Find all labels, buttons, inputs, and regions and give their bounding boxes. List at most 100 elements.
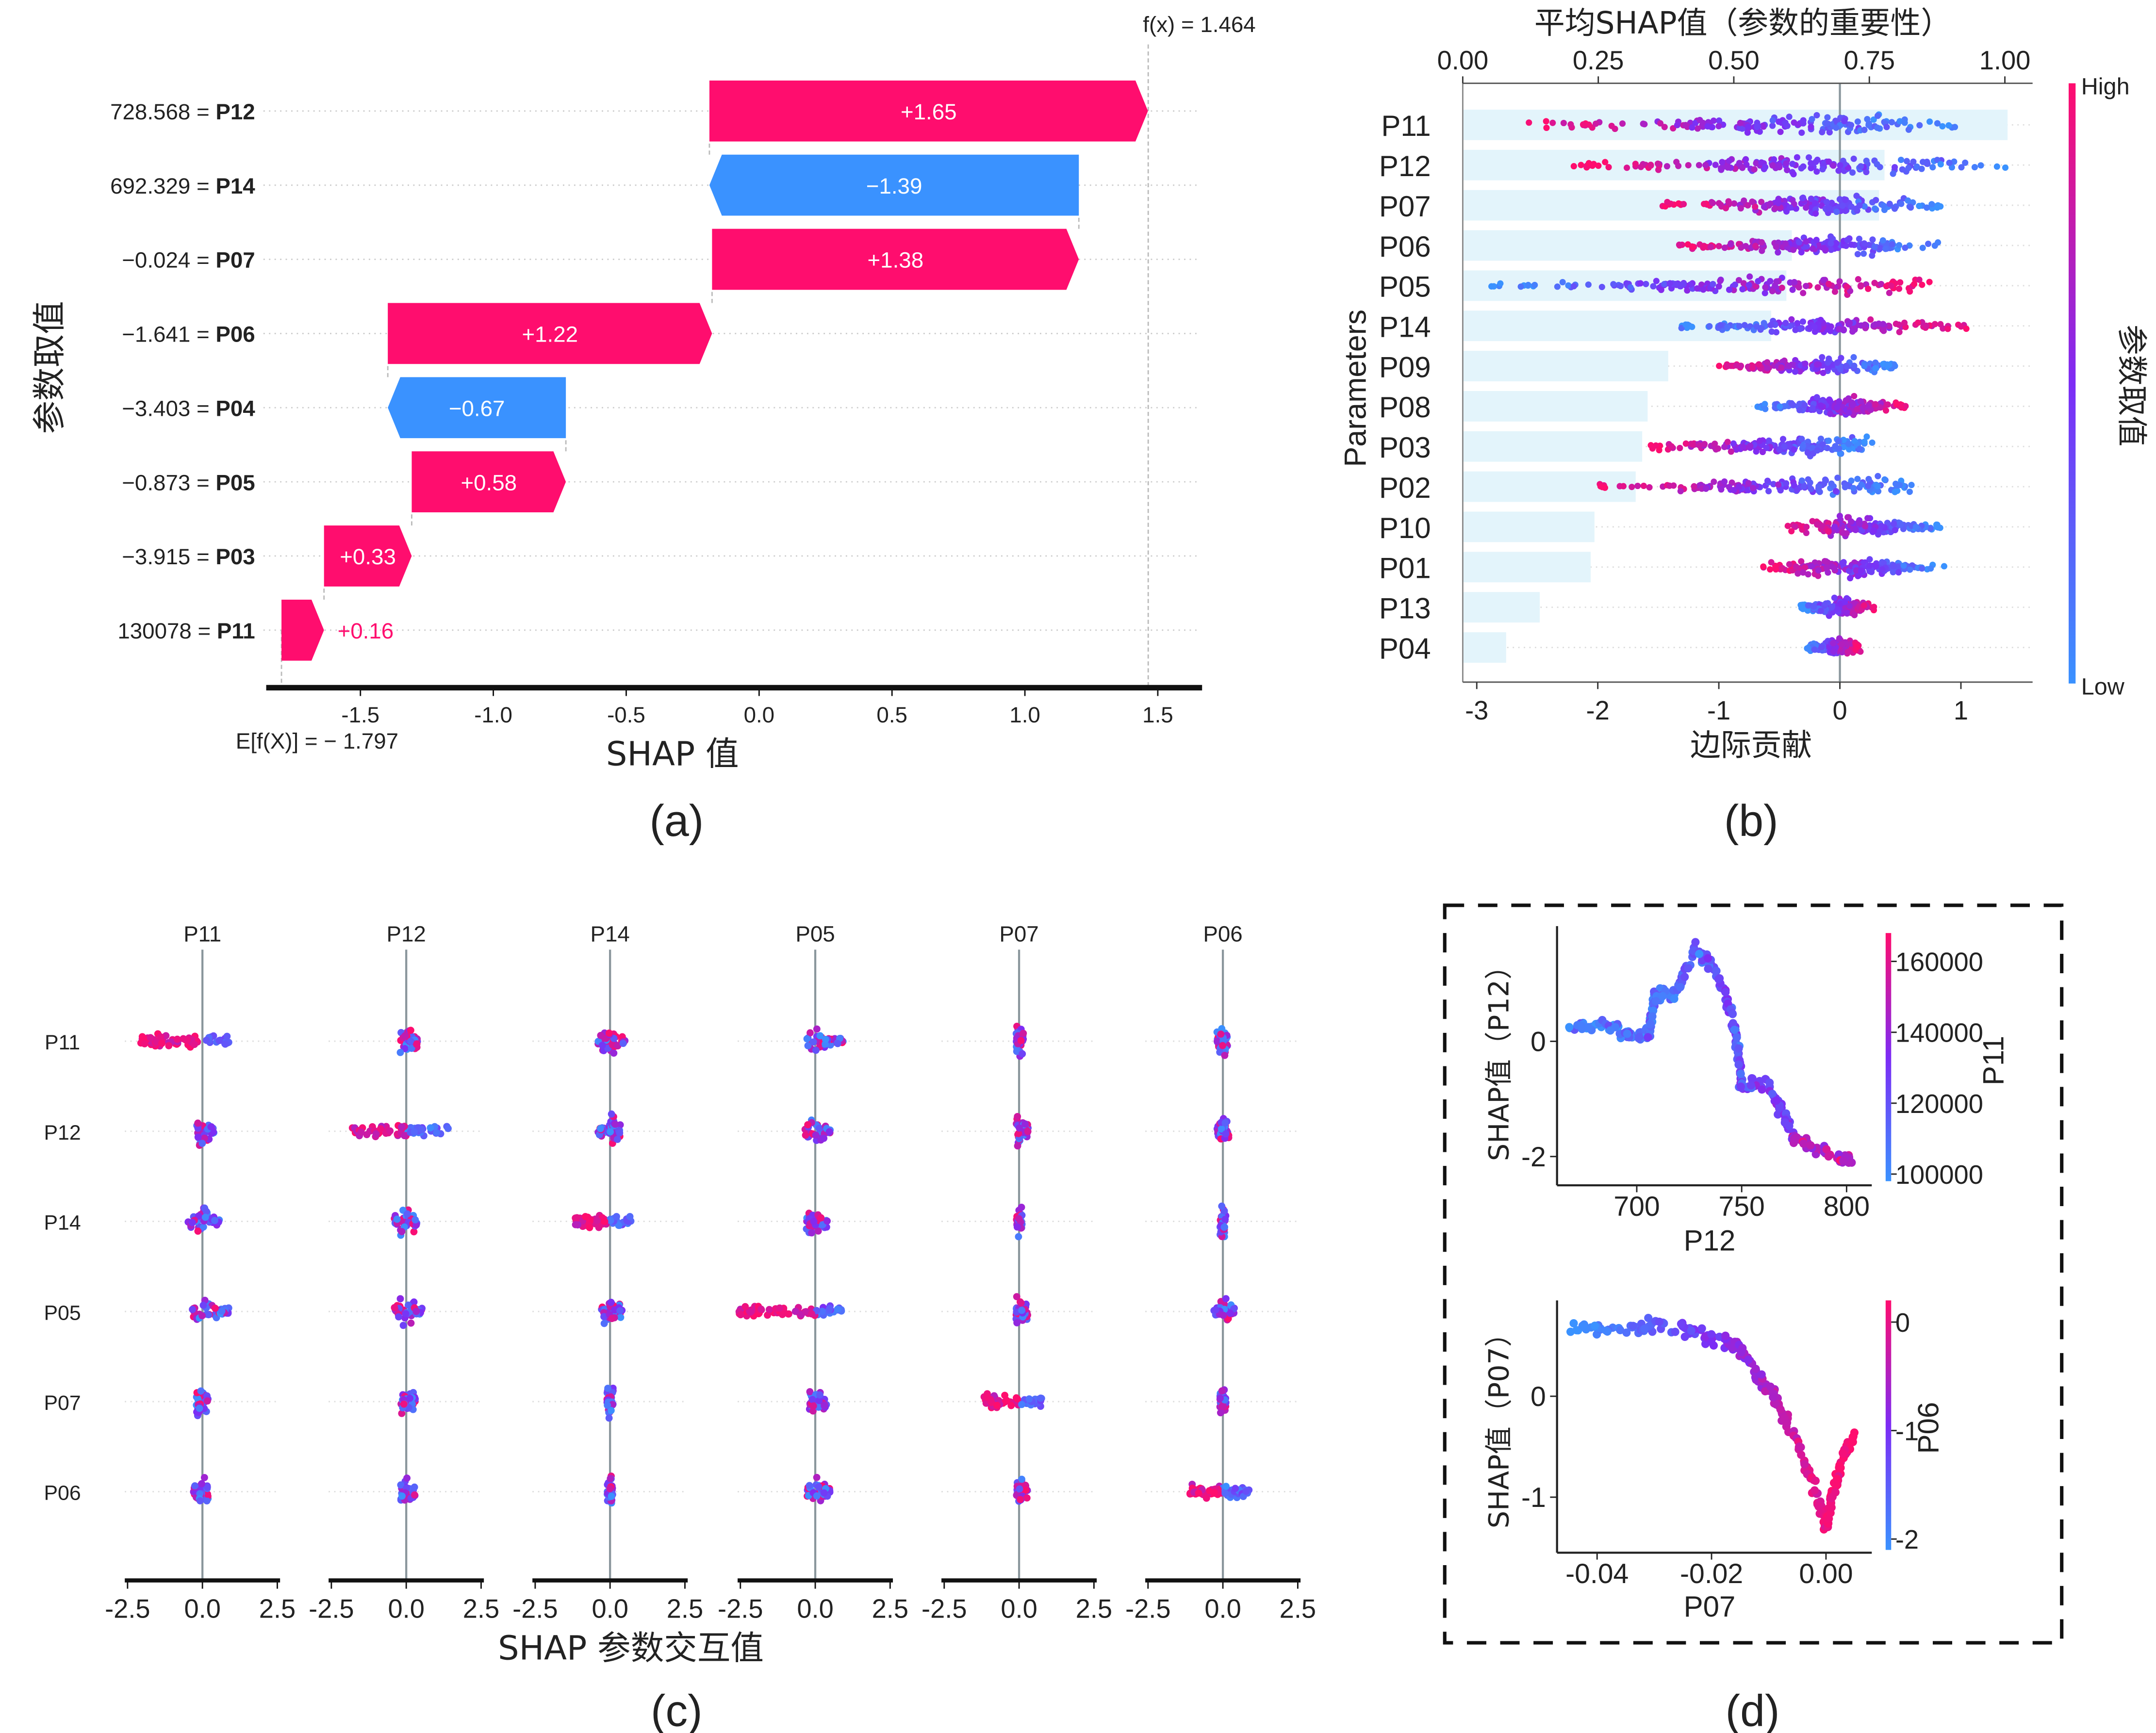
interaction-dot bbox=[737, 1311, 744, 1319]
interaction-dot bbox=[1222, 1295, 1230, 1303]
shap-dot-P03 bbox=[1730, 440, 1737, 447]
feature-label: −3.915 = P03 bbox=[122, 544, 255, 569]
shap-dot-P01 bbox=[1873, 563, 1879, 570]
panel-c-interactions: SHAP 参数交互值 (c) P11P12P14P05P07P06P11-2.5… bbox=[44, 921, 1316, 1733]
shap-dot-P11 bbox=[1769, 117, 1776, 124]
shap-dot-P08 bbox=[1872, 401, 1879, 408]
dependence-dot bbox=[1772, 1096, 1781, 1105]
dependence-dot bbox=[1635, 1032, 1644, 1042]
shap-dot-P05 bbox=[1836, 278, 1843, 285]
shap-dot-P02 bbox=[1770, 481, 1777, 488]
shap-dot-P05 bbox=[1865, 285, 1872, 292]
interaction-dot bbox=[597, 1031, 605, 1039]
feature-label: 692.329 = P14 bbox=[110, 174, 255, 198]
interaction-dot bbox=[626, 1213, 634, 1220]
shap-dot-P12 bbox=[1595, 163, 1602, 169]
shap-dot-P06 bbox=[1877, 245, 1884, 251]
interaction-dot bbox=[1218, 1202, 1226, 1210]
interaction-dot bbox=[1220, 1224, 1228, 1231]
shap-dot-P09 bbox=[1813, 361, 1821, 368]
shap-dot-P05 bbox=[1800, 290, 1807, 296]
interaction-dot bbox=[386, 1127, 394, 1135]
dependence-dot bbox=[1579, 1322, 1587, 1330]
shap-dot-P06 bbox=[1773, 244, 1779, 250]
shap-dot-P12 bbox=[1919, 159, 1926, 165]
dependence-dot bbox=[1704, 965, 1712, 973]
shap-dot-P11 bbox=[1841, 117, 1848, 125]
dependence-dot bbox=[1714, 975, 1723, 983]
dependence-dot bbox=[1577, 1021, 1586, 1030]
interaction-dot bbox=[1025, 1395, 1033, 1403]
shap-dot-P11 bbox=[1874, 124, 1881, 131]
interaction-dot bbox=[802, 1131, 809, 1139]
colorbar-tick-label: 160000 bbox=[1895, 948, 1983, 977]
waterfall-bar-label: +0.16 bbox=[338, 619, 394, 643]
shap-dot-P09 bbox=[1716, 362, 1723, 369]
x-tick-label: -2.5 bbox=[309, 1594, 354, 1624]
shap-dot-P08 bbox=[1898, 404, 1905, 411]
interaction-dot bbox=[816, 1391, 823, 1399]
interaction-dot bbox=[404, 1301, 412, 1309]
x-tick-label: 2.5 bbox=[463, 1594, 499, 1624]
shap-dot-P13 bbox=[1831, 594, 1838, 601]
x-tick-label: 2.5 bbox=[872, 1594, 908, 1624]
interaction-dot bbox=[180, 1035, 187, 1043]
shap-dot-P07 bbox=[1828, 199, 1835, 206]
interaction-dot bbox=[197, 1387, 205, 1395]
dependence-dot bbox=[1703, 954, 1712, 963]
shap-dot-P06 bbox=[1827, 246, 1835, 253]
interaction-dot bbox=[804, 1121, 812, 1128]
shap-dot-P11 bbox=[1865, 120, 1872, 127]
shap-dot-P09 bbox=[1802, 360, 1809, 367]
shap-dot-P06 bbox=[1715, 243, 1722, 249]
shap-dot-P12 bbox=[1863, 157, 1870, 164]
shap-dot-P11 bbox=[1592, 120, 1599, 127]
shap-dot-P03 bbox=[1845, 441, 1852, 447]
interaction-dot bbox=[808, 1229, 816, 1237]
dependence-dot bbox=[1732, 1033, 1741, 1042]
colorbar-tick-label: 140000 bbox=[1895, 1018, 1983, 1048]
interaction-dot bbox=[411, 1491, 418, 1499]
shap-dot-P08 bbox=[1827, 397, 1833, 404]
shap-dot-P05 bbox=[1820, 277, 1827, 283]
shap-dot-P11 bbox=[1809, 115, 1815, 123]
x-tick-label: 0.0 bbox=[1001, 1594, 1037, 1624]
shap-dot-P01 bbox=[1798, 558, 1805, 565]
shap-dot-P12 bbox=[1702, 162, 1709, 168]
shap-dot-P11 bbox=[1833, 124, 1840, 131]
interaction-dot bbox=[400, 1400, 408, 1408]
shap-dot-P05 bbox=[1668, 285, 1675, 292]
shap-dot-P12 bbox=[2002, 164, 2009, 171]
interaction-dot bbox=[821, 1402, 828, 1409]
shap-dot-P10 bbox=[1855, 519, 1861, 526]
shap-dot-P12 bbox=[1971, 164, 1978, 171]
colorbar-tick-label: 100000 bbox=[1895, 1160, 1983, 1190]
x-tick-label: 1.5 bbox=[1142, 703, 1173, 727]
feature-value: 130078 = bbox=[117, 619, 217, 643]
interaction-dot bbox=[806, 1029, 814, 1037]
shap-dot-P01 bbox=[1793, 563, 1799, 570]
interaction-dot bbox=[196, 1497, 204, 1504]
shap-dot-P11 bbox=[1737, 119, 1744, 127]
x-tick-label: 0.5 bbox=[876, 703, 907, 727]
interaction-dot bbox=[194, 1119, 202, 1127]
shap-dot-P01 bbox=[1927, 565, 1934, 572]
shap-dot-P02 bbox=[1749, 485, 1756, 491]
shap-dot-P03 bbox=[1721, 443, 1728, 450]
shap-dot-P01 bbox=[1800, 569, 1807, 576]
interaction-dot bbox=[983, 1393, 991, 1401]
shap-dot-P01 bbox=[1900, 562, 1907, 569]
interaction-dot bbox=[813, 1492, 821, 1500]
shap-dot-P09 bbox=[1778, 364, 1785, 371]
feature-label: P09 bbox=[1379, 351, 1431, 383]
dependence-dot bbox=[1776, 1405, 1785, 1414]
interaction-dot bbox=[741, 1303, 749, 1310]
interaction-dot bbox=[198, 1312, 206, 1320]
shap-dot-P14 bbox=[1861, 321, 1868, 328]
shap-dot-P06 bbox=[1871, 244, 1878, 250]
shap-dot-P09 bbox=[1861, 362, 1868, 369]
interaction-dot bbox=[834, 1040, 841, 1047]
shap-dot-P05 bbox=[1825, 280, 1832, 287]
dependence-dot bbox=[1721, 1331, 1730, 1340]
shap-dot-P07 bbox=[1680, 201, 1687, 208]
